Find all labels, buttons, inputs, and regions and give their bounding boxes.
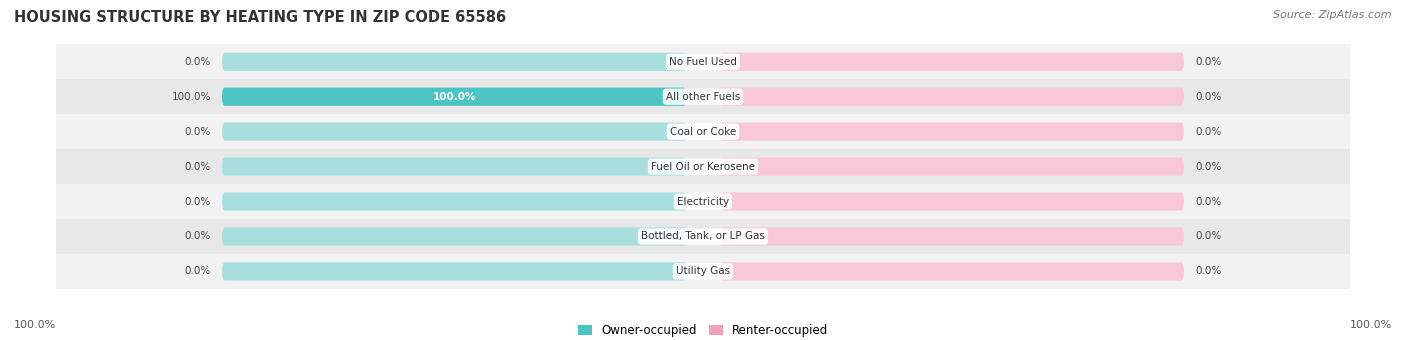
FancyBboxPatch shape [720, 192, 1184, 210]
Text: HOUSING STRUCTURE BY HEATING TYPE IN ZIP CODE 65586: HOUSING STRUCTURE BY HEATING TYPE IN ZIP… [14, 10, 506, 25]
FancyBboxPatch shape [720, 157, 1184, 176]
Text: 0.0%: 0.0% [1195, 127, 1222, 137]
FancyBboxPatch shape [222, 192, 686, 210]
Text: 0.0%: 0.0% [184, 57, 211, 67]
Text: 100.0%: 100.0% [14, 320, 56, 330]
FancyBboxPatch shape [720, 227, 1184, 245]
Bar [56, 114, 1350, 149]
FancyBboxPatch shape [222, 262, 686, 280]
FancyBboxPatch shape [222, 53, 686, 71]
Text: Coal or Coke: Coal or Coke [669, 127, 737, 137]
Text: No Fuel Used: No Fuel Used [669, 57, 737, 67]
Text: 0.0%: 0.0% [1195, 267, 1222, 276]
Text: 0.0%: 0.0% [1195, 162, 1222, 172]
Bar [56, 149, 1350, 184]
Bar [56, 44, 1350, 79]
Text: 0.0%: 0.0% [1195, 197, 1222, 206]
Text: All other Fuels: All other Fuels [666, 92, 740, 102]
Text: 0.0%: 0.0% [1195, 92, 1222, 102]
Text: 0.0%: 0.0% [184, 232, 211, 241]
Text: Fuel Oil or Kerosene: Fuel Oil or Kerosene [651, 162, 755, 172]
Text: 0.0%: 0.0% [1195, 57, 1222, 67]
Bar [56, 79, 1350, 114]
FancyBboxPatch shape [222, 157, 686, 176]
Text: 100.0%: 100.0% [172, 92, 211, 102]
FancyBboxPatch shape [720, 123, 1184, 141]
Text: Source: ZipAtlas.com: Source: ZipAtlas.com [1274, 10, 1392, 20]
FancyBboxPatch shape [720, 88, 1184, 106]
Text: 100.0%: 100.0% [1350, 320, 1392, 330]
Legend: Owner-occupied, Renter-occupied: Owner-occupied, Renter-occupied [572, 319, 834, 340]
FancyBboxPatch shape [222, 88, 686, 106]
FancyBboxPatch shape [720, 262, 1184, 280]
Text: Electricity: Electricity [676, 197, 730, 206]
Text: 100.0%: 100.0% [433, 92, 477, 102]
Bar [56, 219, 1350, 254]
FancyBboxPatch shape [222, 227, 686, 245]
FancyBboxPatch shape [222, 123, 686, 141]
Bar [56, 254, 1350, 289]
Text: 0.0%: 0.0% [1195, 232, 1222, 241]
FancyBboxPatch shape [720, 53, 1184, 71]
Text: 0.0%: 0.0% [184, 197, 211, 206]
Text: Bottled, Tank, or LP Gas: Bottled, Tank, or LP Gas [641, 232, 765, 241]
Text: 0.0%: 0.0% [184, 162, 211, 172]
Text: 0.0%: 0.0% [184, 267, 211, 276]
Bar [56, 184, 1350, 219]
Text: 0.0%: 0.0% [184, 127, 211, 137]
FancyBboxPatch shape [222, 88, 686, 106]
Text: Utility Gas: Utility Gas [676, 267, 730, 276]
